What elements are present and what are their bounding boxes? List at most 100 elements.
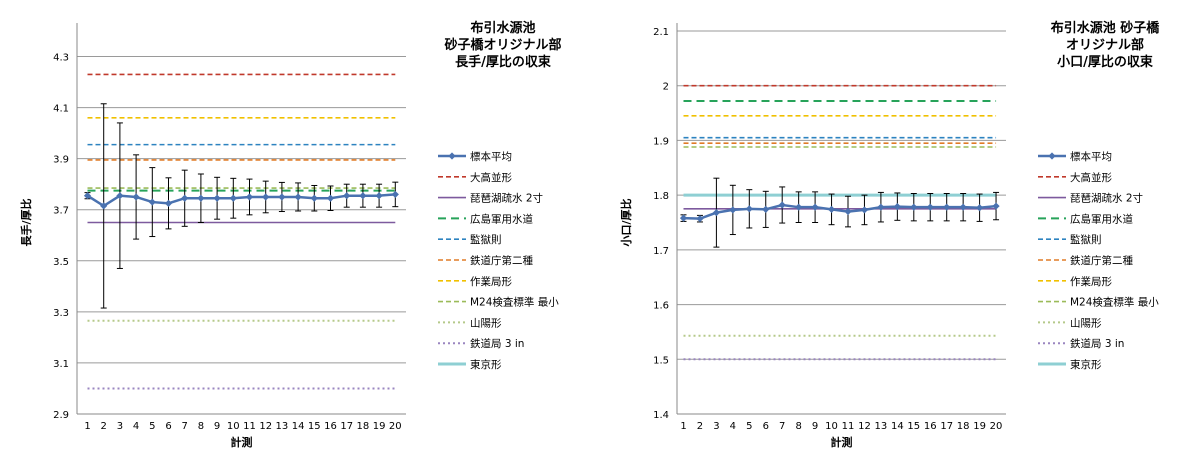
legend-label: 大高並形	[470, 171, 512, 184]
legend-item: 広島軍用水道	[438, 212, 533, 225]
x-tick-label: 5	[149, 421, 155, 432]
data-point	[197, 194, 205, 202]
x-tick-label: 13	[875, 421, 888, 432]
data-point	[877, 203, 885, 211]
legend-label: 監獄則	[1070, 233, 1102, 246]
x-tick-label: 8	[198, 421, 204, 432]
x-tick-label: 2	[697, 421, 703, 432]
data-point	[943, 203, 951, 211]
y-tick-label: 3.9	[53, 155, 69, 166]
x-tick-label: 15	[907, 421, 920, 432]
legend-label: 琵琶湖疏水 2寸	[470, 192, 543, 205]
legend-item: M24検査標準 最小	[1038, 296, 1159, 309]
data-point	[164, 199, 173, 207]
data-point	[391, 190, 399, 199]
data-point	[116, 192, 124, 200]
legend-label: 鉄道庁第二種	[1070, 254, 1133, 267]
x-tick-label: 18	[357, 421, 370, 432]
y-tick-label: 2.9	[53, 410, 69, 421]
legend-label: 広島軍用水道	[1070, 212, 1133, 225]
x-tick-label: 16	[924, 421, 937, 432]
y-axis-label: 長手/厚比	[19, 198, 33, 246]
x-tick-label: 20	[990, 421, 1003, 432]
chart-title-line-3: 長手/厚比の収束	[455, 55, 551, 70]
x-tick-label: 4	[730, 421, 736, 432]
legend-item: 広島軍用水道	[1038, 212, 1133, 225]
legend-item: M24検査標準 最小	[438, 296, 559, 309]
x-tick-label: 7	[182, 421, 188, 432]
legend-item: 琵琶湖疏水 2寸	[1038, 192, 1143, 205]
legend-item: 作業局形	[438, 275, 512, 288]
legend-item: 作業局形	[1038, 275, 1112, 288]
data-point	[229, 194, 237, 202]
legend-label: 鉄道庁第二種	[470, 254, 533, 267]
legend-item: 標本平均	[438, 150, 512, 163]
data-point	[213, 194, 221, 202]
data-point	[696, 215, 704, 223]
data-point	[310, 194, 318, 202]
legend-item: 東京形	[1038, 358, 1102, 371]
x-tick-label: 3	[713, 421, 719, 432]
x-tick-label: 9	[214, 421, 220, 432]
data-point	[844, 207, 852, 216]
legend-label: 琵琶湖疏水 2寸	[1070, 192, 1143, 205]
y-tick-label: 2.1	[653, 27, 669, 38]
x-tick-label: 12	[858, 421, 871, 432]
data-point	[910, 203, 918, 211]
data-point	[712, 209, 720, 217]
legend-item: 鉄道庁第二種	[438, 254, 533, 267]
chart-panel-right: 1.4 1.5 1.6 1.7 1.8 1.9 2 2.1 1 2 3 4 5 6 7 8 9 10 11 12 13 1…	[600, 0, 1200, 467]
x-tick-label: 17	[340, 421, 353, 432]
data-point	[148, 198, 156, 206]
legend-item: 大高並形	[438, 171, 512, 184]
y-tick-label: 1.4	[653, 410, 669, 421]
y-tick-label: 3.1	[53, 359, 69, 370]
legend-item: 鉄道庁第二種	[1038, 254, 1133, 267]
data-point	[262, 193, 270, 201]
x-tick-label: 14	[891, 421, 904, 432]
data-point	[992, 202, 1000, 210]
y-tick-label: 1.6	[653, 301, 669, 312]
x-tick-label: 5	[746, 421, 752, 432]
legend-item: 大高並形	[1038, 171, 1112, 184]
chart-title-line-1: 布引水源池	[470, 21, 536, 36]
x-axis-label: 計測	[831, 435, 853, 449]
x-tick-label: 11	[842, 421, 855, 432]
chart-panel-left: 2.9 3.1 3.3 3.5 3.7 3.9 4.1 4.3 1 2 3 4 5 6 7 8 9 10 11 12 1…	[19, 21, 562, 449]
x-tick-label: 10	[825, 421, 838, 432]
legend-item: 監獄則	[1038, 233, 1102, 246]
x-tick-label: 11	[243, 421, 256, 432]
x-tick-label: 20	[389, 421, 402, 432]
y-tick-label: 1.9	[653, 136, 669, 147]
legend-item: 鉄道局 3 in	[1038, 337, 1124, 350]
x-tick-label: 15	[308, 421, 321, 432]
legend-item: 標本平均	[1038, 150, 1112, 163]
data-point	[132, 193, 140, 201]
chart-title-line-2: オリジナル部	[1065, 38, 1144, 53]
x-tick-label: 16	[324, 421, 337, 432]
legend-label: 大高並形	[1070, 171, 1112, 184]
data-point	[83, 192, 92, 200]
legend-item: 琵琶湖疏水 2寸	[438, 192, 543, 205]
legend-label: M24検査標準 最小	[1070, 296, 1159, 309]
x-tick-label: 10	[227, 421, 240, 432]
chart-title-right: 布引水源池 砂子橋 オリジナル部 小口/厚比の収束	[1020, 20, 1190, 71]
chart-title-line-3: 小口/厚比の収束	[1057, 55, 1153, 70]
data-point	[278, 193, 286, 201]
y-tick-label: 1.5	[653, 355, 669, 366]
legend-item: 監獄則	[438, 233, 502, 246]
data-point	[375, 192, 383, 200]
data-point	[679, 214, 688, 222]
legend-label: 広島軍用水道	[470, 212, 533, 225]
x-tick-label: 6	[165, 421, 171, 432]
y-tick-label: 3.5	[53, 257, 69, 268]
data-point	[827, 205, 836, 213]
legend-item: 山陽形	[1038, 317, 1102, 329]
legend-label: M24検査標準 最小	[470, 296, 559, 309]
data-point	[326, 194, 335, 202]
y-axis-label: 小口/厚比	[619, 198, 633, 247]
y-tick-label: 4.3	[53, 53, 69, 64]
legend-label: 東京形	[1070, 358, 1102, 371]
legend-label: 標本平均	[1070, 150, 1112, 163]
legend-item: 東京形	[438, 358, 502, 371]
